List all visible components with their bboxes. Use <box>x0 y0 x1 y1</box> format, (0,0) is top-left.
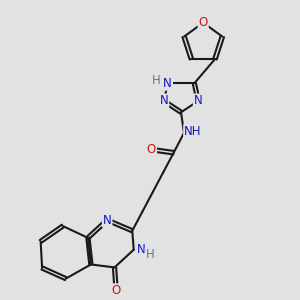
Text: N: N <box>137 243 146 256</box>
Text: NH: NH <box>184 125 202 138</box>
Text: N: N <box>194 94 203 107</box>
Text: N: N <box>160 94 168 107</box>
Text: H: H <box>146 248 154 262</box>
Text: H: H <box>152 74 161 87</box>
Text: N: N <box>103 214 112 226</box>
Text: O: O <box>199 16 208 29</box>
Text: O: O <box>147 143 156 156</box>
Text: N: N <box>164 77 172 90</box>
Text: O: O <box>111 284 121 297</box>
